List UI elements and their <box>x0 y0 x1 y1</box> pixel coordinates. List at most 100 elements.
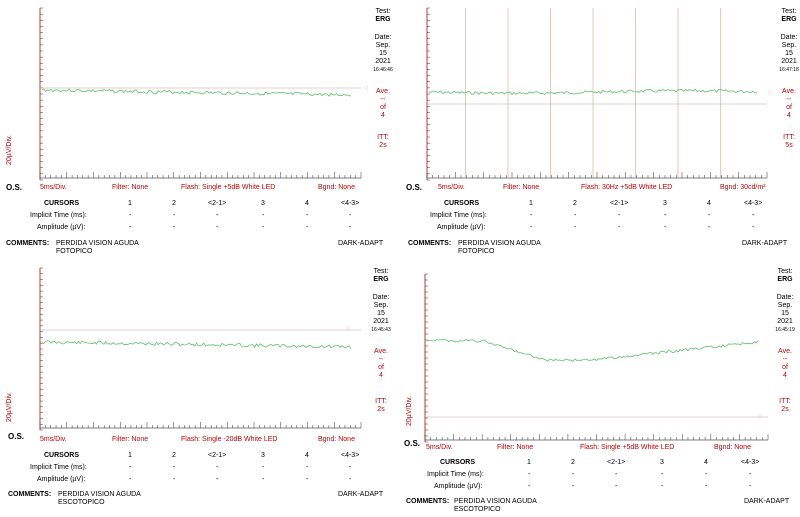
cursor-col-3: 3 <box>660 459 664 466</box>
erg-panel-1: ○ 20µV/Div. O.S. Test: ERG Date: Sep. 15… <box>0 0 400 255</box>
waveform-plot <box>424 273 769 443</box>
row-amplitude-v5: - <box>306 476 309 483</box>
row-implicit-v5: - <box>708 212 711 219</box>
date-label: Date: <box>780 34 798 41</box>
row-implicit-v2: - <box>572 471 575 478</box>
itt-label: ITT: <box>377 134 389 141</box>
row-amplitude-v4: - <box>664 224 667 231</box>
date-year: 2021 <box>375 58 391 65</box>
bgnd-label: Bgnd: None <box>318 436 355 443</box>
row-implicit-v4: - <box>661 471 664 478</box>
test-value: ERG <box>777 276 793 283</box>
erg-trace <box>428 88 758 96</box>
eye-label: O.S. <box>6 183 23 192</box>
date-year: 2021 <box>781 58 797 65</box>
side-info: Test: ERG Date: Sep. 15 2021 16:47:18 Av… <box>772 8 800 150</box>
row-amplitude-v1: - <box>530 224 533 231</box>
cursor-col-3: 3 <box>261 452 265 459</box>
ave-of: of <box>378 364 384 371</box>
ave-count: 4 <box>787 112 791 119</box>
y-scale-label: 20µV/Div. <box>6 135 13 165</box>
flash-label: Flash: Single -20dB White LED <box>181 436 278 443</box>
date-year: 2021 <box>373 318 389 325</box>
adapt-label: DARK-ADAPT <box>338 240 384 247</box>
ave-label: Ave. <box>374 348 388 355</box>
date-month: Sep. <box>375 42 391 49</box>
cursor-col-2-1: <2-1> <box>208 200 227 207</box>
erg-panel-3: ○ 20µV/Div. O.S. Test: ERG Date: Sep. 15… <box>0 262 400 517</box>
ave-dash: -- <box>782 356 788 363</box>
bgnd-label: Bgnd: 30cd/m² <box>720 184 766 191</box>
row-implicit-v4: - <box>664 212 667 219</box>
comment-line-2: ESCOTOPICO <box>58 499 105 506</box>
itt-label: ITT: <box>783 134 795 141</box>
ave-of: of <box>782 364 788 371</box>
row-implicit-v6: - <box>349 212 352 219</box>
filter-label: Filter: None <box>497 444 534 451</box>
cursor-col-2: 2 <box>172 200 176 207</box>
waveform-plot <box>426 7 768 181</box>
cursor-col-2-1: <2-1> <box>607 459 626 466</box>
cursors-header: CURSORS <box>440 459 476 466</box>
row-implicit-label: Implicit Time (ms): <box>30 212 87 219</box>
cursor-col-1: 1 <box>128 200 132 207</box>
test-label: Test: <box>375 8 391 15</box>
test-value: ERG <box>375 16 391 23</box>
filter-label: Filter: None <box>112 436 149 443</box>
row-implicit-v2: - <box>173 212 176 219</box>
cursor-col-1: 1 <box>529 200 533 207</box>
comments-label: COMMENTS: <box>6 240 50 247</box>
itt-value: 5s <box>785 142 793 149</box>
row-implicit-label: Implicit Time (ms): <box>427 471 484 478</box>
flash-label: Flash: Single +5dB White LED <box>181 184 276 191</box>
date-month: Sep. <box>781 42 797 49</box>
date-label: Date: <box>776 294 794 301</box>
date-time: 16:45:43 <box>371 327 391 333</box>
row-implicit-label: Implicit Time (ms): <box>430 212 487 219</box>
row-amplitude-v5: - <box>705 483 708 490</box>
row-implicit-v2: - <box>173 464 176 471</box>
comment-line-2: ESCOTOPICO <box>454 506 501 513</box>
row-amplitude-v1: - <box>528 483 531 490</box>
row-implicit-v1: - <box>528 471 531 478</box>
row-amplitude-v2: - <box>572 483 575 490</box>
row-amplitude-v2: - <box>574 224 577 231</box>
row-amplitude-label: Amplitude (µV): <box>37 476 86 483</box>
ave-count: 4 <box>379 372 383 379</box>
row-implicit-v1: - <box>129 212 132 219</box>
adapt-label: DARK-ADAPT <box>338 491 384 498</box>
row-amplitude-v1: - <box>129 476 132 483</box>
row-amplitude-v3: - <box>216 476 219 483</box>
row-amplitude-v2: - <box>173 476 176 483</box>
row-amplitude-v3: - <box>618 224 621 231</box>
row-implicit-label: Implicit Time (ms): <box>30 464 87 471</box>
cursor-col-2: 2 <box>571 459 575 466</box>
cursor-col-4: 4 <box>305 452 309 459</box>
cursor-col-4-3: <4-3> <box>744 200 763 207</box>
row-implicit-v3: - <box>216 464 219 471</box>
erg-trace <box>41 88 352 97</box>
date-month: Sep. <box>777 302 793 309</box>
cursor-col-4-3: <4-3> <box>341 452 360 459</box>
cursor-col-4: 4 <box>707 200 711 207</box>
comment-line-2: FOTOPICO <box>56 248 93 255</box>
eye-label: O.S. <box>8 432 25 441</box>
side-info: Test: ERG Date: Sep. 15 2021 16:45:43 Av… <box>364 268 398 414</box>
erg-trace <box>41 340 352 349</box>
row-implicit-v1: - <box>530 212 533 219</box>
waveform-plot <box>38 267 362 431</box>
test-value: ERG <box>373 276 389 283</box>
ave-of: of <box>380 104 386 111</box>
date-label: Date: <box>372 294 390 301</box>
date-day: 15 <box>781 310 789 317</box>
erg-panel-2: ○ O.S. Test: ERG Date: Sep. 15 2021 16:4… <box>400 0 800 255</box>
row-amplitude-v6: - <box>749 483 752 490</box>
adapt-label: DARK-ADAPT <box>742 240 788 247</box>
cursors-header: CURSORS <box>44 452 80 459</box>
row-implicit-v5: - <box>306 464 309 471</box>
waveform-plot <box>38 7 362 181</box>
ave-label: Ave. <box>376 88 390 95</box>
row-amplitude-v3: - <box>615 483 618 490</box>
baseline-marker: ○ <box>758 413 763 420</box>
itt-label: ITT: <box>779 398 791 405</box>
